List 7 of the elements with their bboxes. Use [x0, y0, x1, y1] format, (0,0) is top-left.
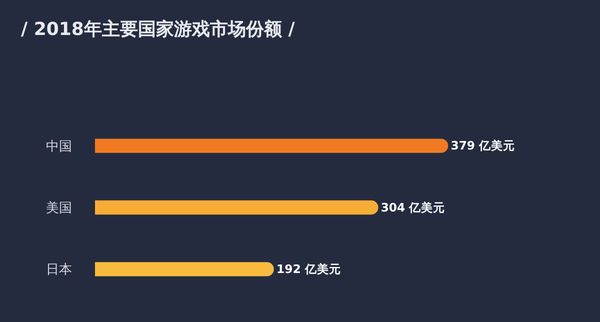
- y-tick-label: 美国: [46, 200, 72, 216]
- data-label: 379 亿美元: [450, 138, 516, 153]
- chart-title: / 2018年主要国家游戏市场份额 /: [21, 19, 296, 40]
- y-tick-label: 日本: [46, 262, 72, 278]
- y-tick-label: 中国: [46, 139, 72, 154]
- data-label: 304 亿美元: [380, 200, 446, 214]
- data-label: 192 亿美元: [276, 262, 341, 276]
